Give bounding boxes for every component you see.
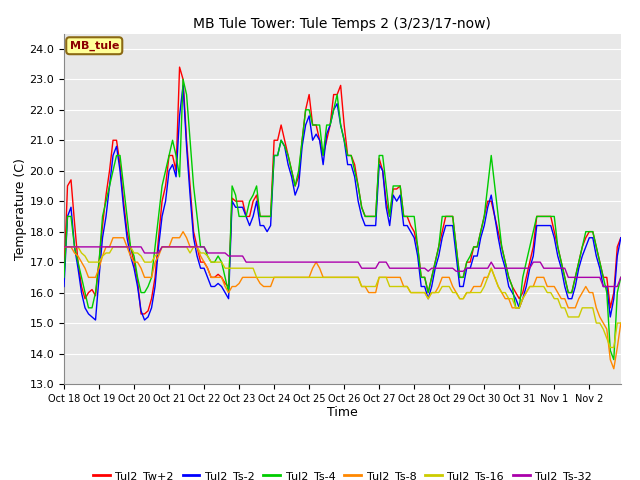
Text: MB_tule: MB_tule [70, 41, 119, 51]
X-axis label: Time: Time [327, 407, 358, 420]
Title: MB Tule Tower: Tule Temps 2 (3/23/17-now): MB Tule Tower: Tule Temps 2 (3/23/17-now… [193, 17, 492, 31]
Y-axis label: Temperature (C): Temperature (C) [13, 158, 27, 260]
Legend: Tul2_Tw+2, Tul2_Ts-2, Tul2_Ts-4, Tul2_Ts-8, Tul2_Ts-16, Tul2_Ts-32: Tul2_Tw+2, Tul2_Ts-2, Tul2_Ts-4, Tul2_Ts… [88, 467, 596, 480]
